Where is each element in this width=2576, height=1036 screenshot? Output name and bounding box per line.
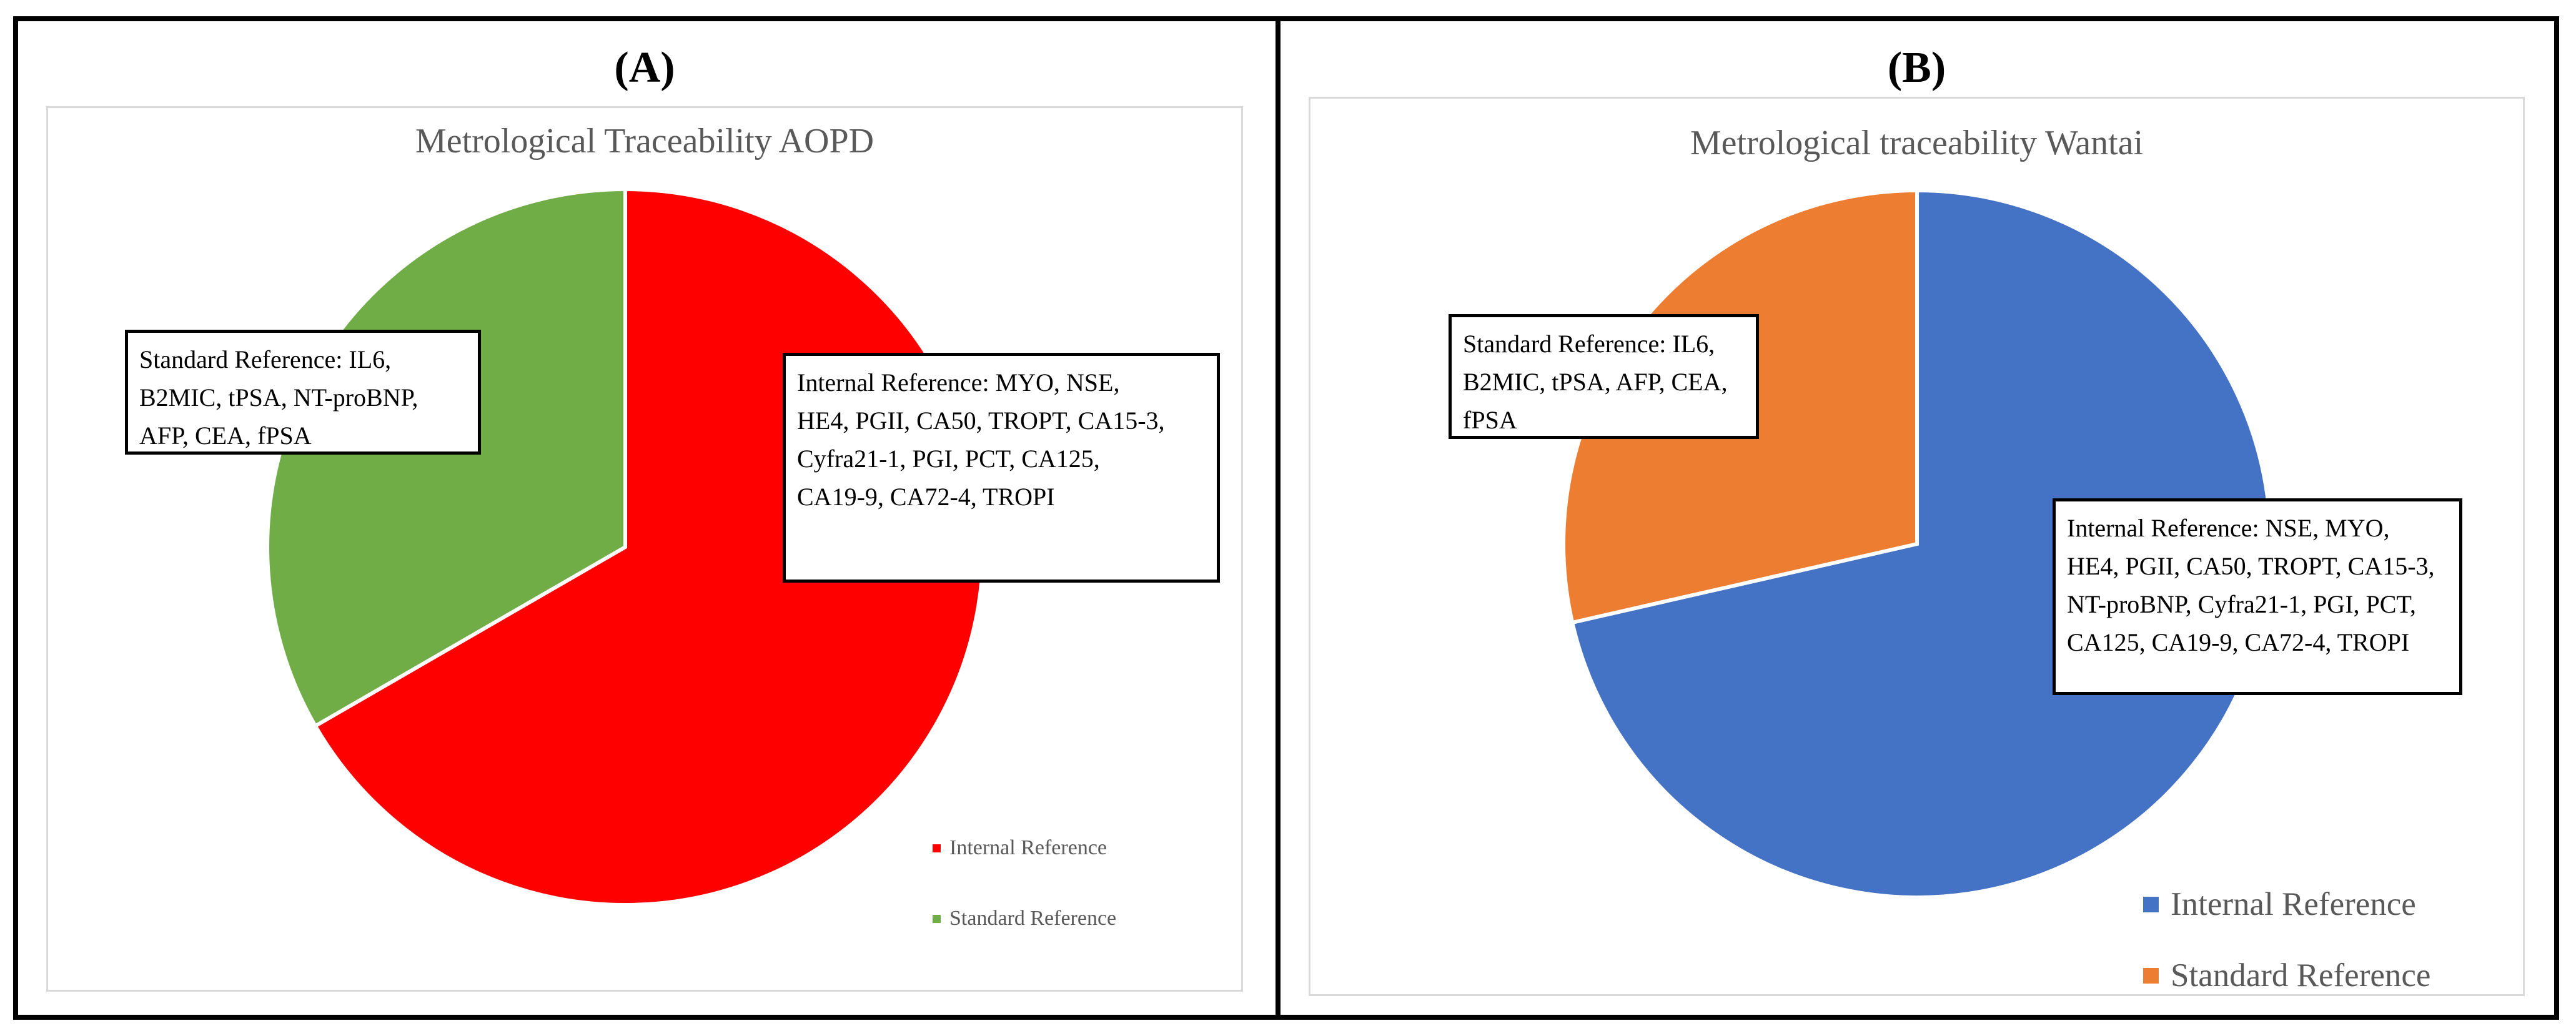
legend-label-standard: Standard Reference [949, 907, 1117, 930]
panel-a-label: (A) [614, 44, 675, 92]
panel-b-label: (B) [1887, 44, 1946, 92]
legend-swatch-standard-icon [2143, 967, 2159, 984]
legend-label-standard: Standard Reference [2171, 957, 2431, 994]
panel-a: (A) Metrological Traceability AOPD Stand… [18, 21, 1276, 1015]
legend-swatch-internal-icon [933, 844, 941, 852]
legend-item: Standard Reference [933, 905, 1116, 932]
pie-slice-internal-reference [1570, 188, 2273, 899]
chart-b-title: Metrological traceability Wantai [1690, 124, 2144, 162]
chart-a-plot-area: Metrological Traceability AOPD Standard … [46, 106, 1243, 992]
chart-a-title: Metrological Traceability AOPD [415, 122, 874, 160]
chart-b-callout-internal-reference: Internal Reference: NSE, MYO, HE4, PGII,… [2053, 498, 2462, 695]
figure-frame: (A) Metrological Traceability AOPD Stand… [13, 16, 2559, 1020]
legend-swatch-internal-icon [2143, 896, 2159, 912]
chart-b-callout-standard-reference: Standard Reference: IL6, B2MIC, tPSA, AF… [1449, 314, 1759, 439]
legend-label-internal: Internal Reference [2171, 886, 2416, 922]
chart-a-callout-internal-reference: Internal Reference: MYO, NSE, HE4, PGII,… [783, 353, 1220, 583]
chart-b-plot-area: Metrological traceability Wantai Standar… [1309, 97, 2525, 996]
legend-item: Internal Reference [933, 834, 1107, 862]
chart-a-callout-standard-reference: Standard Reference: IL6, B2MIC, tPSA, NT… [125, 330, 481, 455]
panel-b: (B) Metrological traceability Wantai Sta… [1281, 21, 2554, 1015]
legend-swatch-standard-icon [933, 914, 941, 923]
panel-divider [1276, 21, 1281, 1015]
legend-label-internal: Internal Reference [949, 836, 1107, 859]
legend-item: Internal Reference [2143, 884, 2416, 924]
legend-item: Standard Reference [2143, 955, 2430, 995]
